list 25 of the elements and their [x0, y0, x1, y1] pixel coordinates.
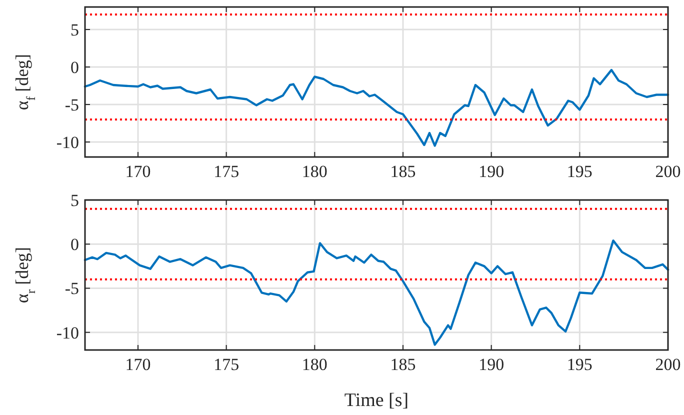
x-tick-label: 200	[655, 355, 681, 374]
y-tick-label: -10	[56, 323, 79, 342]
line-series	[84, 68, 670, 147]
x-tick-label: 190	[478, 162, 504, 181]
y-tick-label: -5	[64, 279, 79, 298]
x-tick-label: 185	[390, 162, 416, 181]
x-tick-label: 190	[478, 355, 504, 374]
y-tick-label: -10	[56, 133, 79, 152]
x-tick-label: 195	[566, 355, 592, 374]
x-tick-label: 195	[566, 162, 592, 181]
x-tick-label: 170	[125, 162, 151, 181]
line-series	[84, 239, 670, 346]
x-tick-label: 185	[390, 355, 416, 374]
y-tick-label: 5	[70, 191, 79, 210]
y-tick-label: -5	[64, 96, 79, 114]
x-tick-label: 170	[125, 355, 151, 374]
y-tick-label: 5	[70, 20, 79, 40]
x-tick-label: 200	[655, 162, 681, 181]
x-tick-label: 180	[302, 355, 328, 374]
x-tick-label: 175	[214, 355, 240, 374]
x-axis-title: Time [s]	[344, 390, 409, 411]
x-tick-label: 180	[302, 162, 328, 181]
x-tick-label: 175	[214, 162, 240, 181]
y-tick-label: 0	[70, 235, 79, 254]
y-tick-label: 0	[70, 58, 79, 77]
